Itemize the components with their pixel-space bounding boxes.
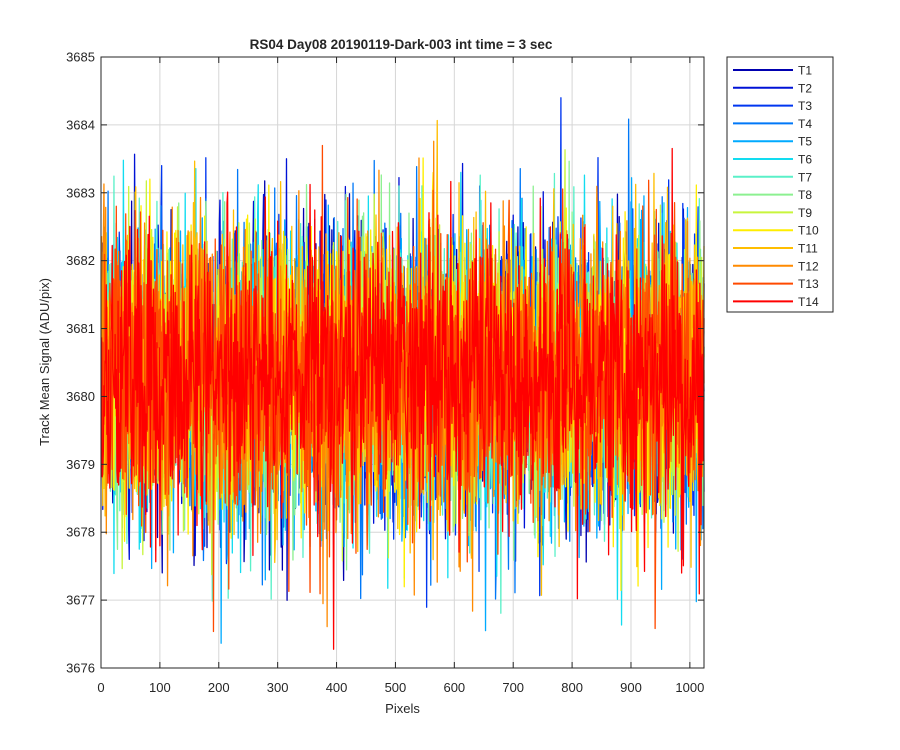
x-tick-label: 800: [561, 680, 583, 695]
x-tick-label: 900: [620, 680, 642, 695]
y-tick-label: 3683: [66, 185, 95, 200]
axes-box: [100, 56, 705, 669]
y-tick-labels: 3676 3677 3678 3679 3680 3681 3682 3683 3684 3685: [66, 50, 95, 676]
legend-label-t7: T7: [798, 170, 812, 184]
legend-label-t11: T11: [798, 242, 818, 256]
legend-label-t6: T6: [798, 153, 812, 167]
legend-box: [726, 56, 834, 313]
y-tick-label: 3677: [66, 593, 95, 608]
y-tick-label: 3676: [66, 661, 95, 676]
x-tick-label: 400: [326, 680, 348, 695]
legend-items: T1 T2 T3 T4 T5 T6 T7 T8 T9 T10 T11 T12 T13 T14: [733, 64, 819, 309]
chart-title: RS04 Day08 20190119-Dark-003 int time = …: [250, 37, 553, 52]
series-lines: [100, 97, 705, 650]
y-tick-label: 3678: [66, 525, 95, 540]
x-tick-label: 0: [97, 680, 104, 695]
series-line-t13: [100, 144, 705, 633]
y-tick-label: 3680: [66, 389, 95, 404]
legend-label-t4: T4: [798, 117, 812, 131]
legend-label-t9: T9: [798, 206, 812, 220]
x-tick-label: 1000: [675, 680, 704, 695]
legend-label-t5: T5: [798, 135, 812, 149]
x-tick-label: 100: [149, 680, 171, 695]
x-tick-label: 200: [208, 680, 230, 695]
y-tick-label: 3685: [66, 50, 95, 65]
legend-label-t3: T3: [798, 99, 812, 113]
y-tick-label: 3682: [66, 253, 95, 268]
legend: T1 T2 T3 T4 T5 T6 T7 T8 T9 T10 T11 T12 T13 T14: [726, 56, 834, 313]
y-tick-label: 3679: [66, 457, 95, 472]
legend-label-t8: T8: [798, 188, 812, 202]
x-tick-label: 700: [502, 680, 524, 695]
x-tick-label: 600: [443, 680, 465, 695]
legend-label-t2: T2: [798, 81, 812, 95]
y-tick-label: 3681: [66, 321, 95, 336]
legend-label-t1: T1: [798, 64, 812, 78]
x-tick-label: 300: [267, 680, 289, 695]
legend-label-t13: T13: [798, 277, 819, 291]
x-tick-label: 500: [385, 680, 407, 695]
x-axis-label: Pixels: [385, 701, 420, 716]
y-tick-label: 3684: [66, 117, 95, 132]
series-line-t14: [100, 147, 705, 650]
legend-label-t12: T12: [798, 259, 819, 273]
x-tick-labels: 0 100 200 300 400 500 600 700 800 900 1000: [97, 680, 704, 695]
ticks: [100, 56, 704, 669]
y-axis-label: Track Mean Signal (ADU/pix): [37, 278, 52, 446]
legend-label-t14: T14: [798, 295, 819, 309]
legend-label-t10: T10: [798, 224, 819, 238]
